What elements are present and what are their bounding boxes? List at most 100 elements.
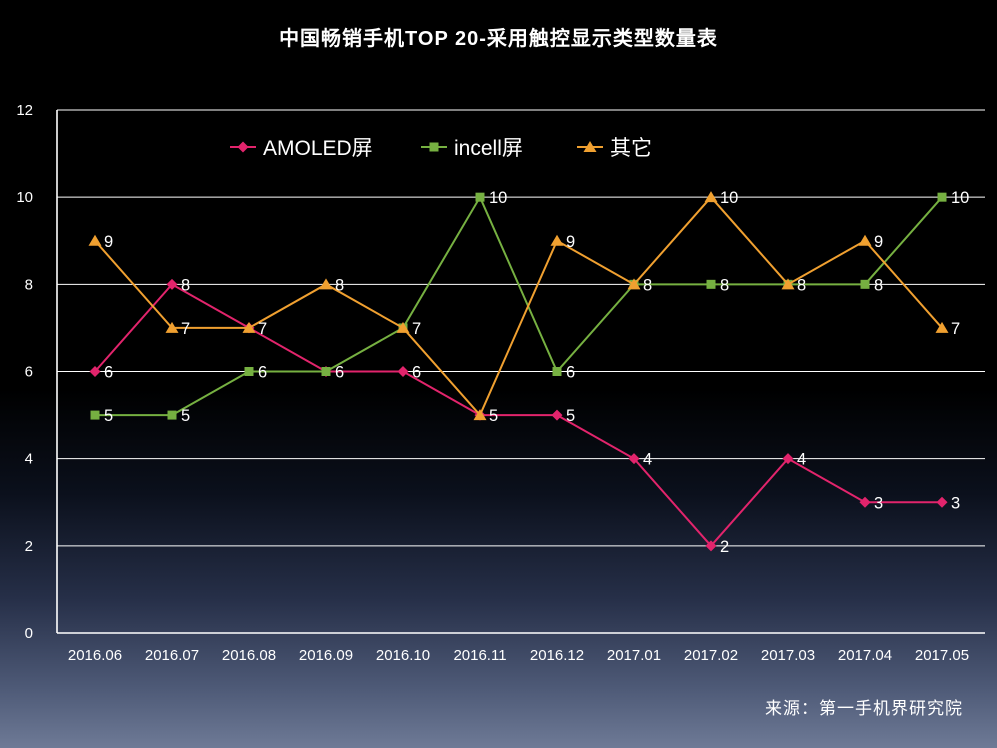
triangle-marker	[88, 234, 102, 246]
legend-label: AMOLED屏	[263, 137, 373, 160]
gridlines	[56, 109, 985, 634]
square-marker	[321, 367, 331, 376]
y-tick-label: 10	[16, 189, 33, 206]
data-label: 9	[874, 233, 883, 251]
square-marker	[90, 410, 100, 420]
x-tick-label: 2016.09	[299, 647, 353, 664]
diamond-marker	[237, 141, 249, 153]
legend-label: 其它	[610, 137, 652, 160]
triangle-marker	[165, 321, 179, 333]
data-label: 6	[335, 364, 344, 382]
y-tick-label: 12	[16, 102, 33, 119]
series-其它	[88, 191, 949, 421]
data-label: 8	[643, 276, 652, 294]
data-label: 7	[412, 320, 421, 338]
chart-title: 中国畅销手机TOP 20-采用触控显示类型数量表	[279, 28, 718, 50]
data-label: 9	[104, 233, 113, 251]
y-tick-label: 6	[25, 364, 33, 381]
y-axis-labels: 0 2 4 6 8 10 12	[16, 102, 33, 642]
triangle-marker	[704, 191, 718, 203]
triangle-marker	[242, 321, 256, 333]
diamond-marker	[89, 366, 101, 377]
square-marker	[244, 367, 254, 376]
x-tick-label: 2017.04	[838, 647, 892, 664]
x-tick-label: 2016.12	[530, 647, 584, 664]
legend-item-AMOLED屏: AMOLED屏	[230, 137, 373, 160]
x-tick-label: 2017.03	[761, 647, 815, 664]
data-labels: 6 8 7 6 6 5 5 4 2 4 3 3 5 5 6 7 10 6 8 8 8 8 10 9 7 8 9 10 9 7	[104, 189, 969, 556]
triangle-marker	[550, 234, 564, 246]
diamond-marker	[628, 453, 640, 465]
x-tick-label: 2017.01	[607, 647, 661, 664]
data-label: 8	[874, 276, 883, 294]
x-tick-label: 2016.08	[222, 647, 276, 664]
data-label: 10	[951, 189, 969, 207]
triangle-marker	[583, 141, 597, 152]
triangle-marker	[781, 278, 795, 290]
data-label: 5	[181, 407, 190, 425]
x-tick-label: 2016.10	[376, 647, 430, 664]
triangle-marker	[396, 321, 410, 333]
data-label: 10	[720, 189, 738, 207]
x-axis-labels: 2016.06 2016.07 2016.08 2016.09 2016.10 2016.…	[68, 647, 969, 664]
data-label: 6	[104, 364, 113, 382]
diamond-marker	[166, 278, 178, 290]
data-label: 4	[643, 451, 652, 469]
y-tick-label: 4	[25, 451, 33, 468]
triangle-marker	[627, 278, 641, 290]
triangle-marker	[935, 321, 949, 333]
square-marker	[552, 367, 562, 376]
legend-item-其它: 其它	[577, 137, 652, 160]
data-label: 10	[489, 189, 507, 207]
data-label: 5	[566, 407, 575, 425]
data-label: 3	[874, 494, 883, 512]
data-label: 4	[797, 451, 806, 469]
diamond-marker	[782, 453, 794, 465]
x-tick-label: 2016.11	[453, 647, 506, 664]
data-label: 2	[720, 538, 729, 556]
legend-label: incell屏	[454, 137, 523, 160]
legend-item-incell屏: incell屏	[421, 137, 523, 160]
diamond-marker	[859, 496, 871, 508]
diamond-marker	[551, 409, 563, 421]
diamond-marker	[397, 366, 409, 377]
y-tick-label: 2	[25, 538, 33, 555]
data-label: 7	[181, 320, 190, 338]
data-label: 7	[951, 320, 960, 338]
data-label: 8	[797, 276, 806, 294]
triangle-marker	[473, 409, 487, 421]
data-label: 6	[566, 364, 575, 382]
y-tick-label: 8	[25, 276, 33, 293]
x-tick-label: 2017.05	[915, 647, 969, 664]
square-marker	[167, 410, 177, 420]
square-marker	[475, 192, 485, 202]
series-incell屏	[90, 192, 947, 420]
data-label: 8	[720, 276, 729, 294]
data-label: 5	[489, 407, 498, 425]
x-tick-label: 2016.07	[145, 647, 199, 664]
series-AMOLED屏	[89, 278, 948, 552]
square-marker	[706, 279, 716, 289]
diamond-marker	[936, 496, 948, 508]
x-tick-label: 2017.02	[684, 647, 738, 664]
triangle-marker	[319, 278, 333, 290]
legend: AMOLED屏 incell屏 其它	[230, 137, 652, 160]
data-label: 6	[412, 364, 421, 382]
y-tick-label: 0	[25, 625, 33, 642]
data-label: 6	[258, 364, 267, 382]
data-label: 8	[335, 276, 344, 294]
data-label: 9	[566, 233, 575, 251]
data-label: 3	[951, 494, 960, 512]
source-caption: 来源：第一手机界研究院	[765, 699, 963, 718]
triangle-marker	[858, 234, 872, 246]
square-marker	[937, 192, 947, 202]
data-label: 7	[258, 320, 267, 338]
x-tick-label: 2016.06	[68, 647, 122, 664]
diamond-marker	[705, 540, 717, 552]
data-label: 8	[181, 276, 190, 294]
square-marker	[860, 279, 870, 289]
square-marker	[429, 142, 439, 152]
data-label: 5	[104, 407, 113, 425]
